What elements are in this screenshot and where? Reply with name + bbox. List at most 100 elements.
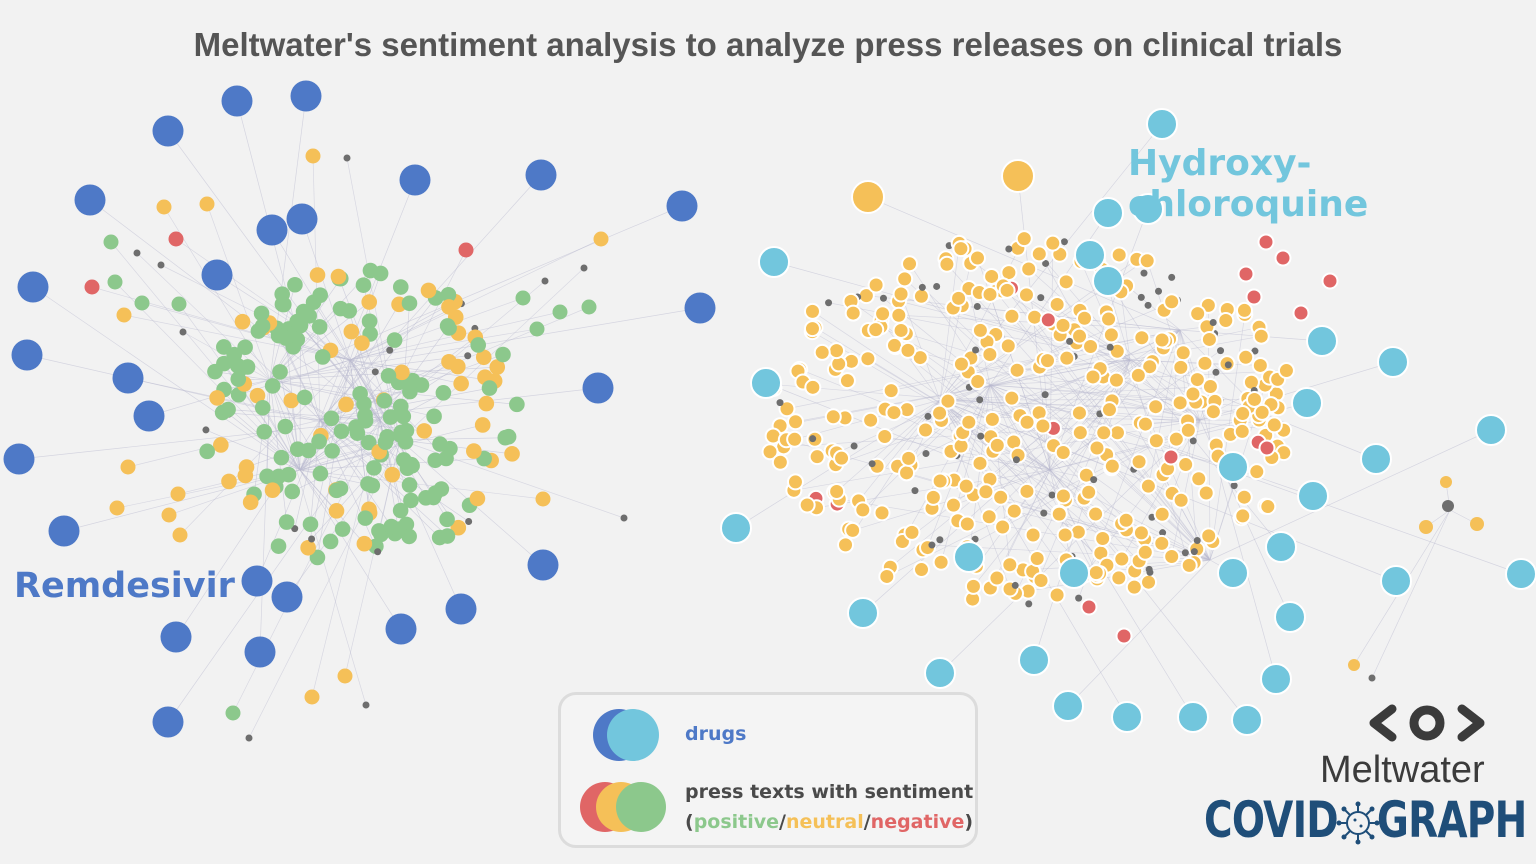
connector-node [825,299,833,307]
graph-edge [880,320,941,401]
graph-edge [136,252,271,381]
graph-edge [900,293,941,401]
connector-node [1251,347,1259,355]
hcq-drug-node [1306,325,1338,357]
remdesivir-drug-node [684,292,716,324]
positive-press-node [390,521,407,537]
graph-edge [939,243,960,401]
neutral-press-node [441,299,457,315]
positive-press-node [427,485,444,501]
neutral-press-node [900,449,918,467]
positive-press-node [259,468,275,485]
neutral-press-node [874,305,892,323]
neutral-press-node [1196,354,1214,372]
graph-edge [835,359,1131,465]
positive-press-node [392,427,409,443]
hcq-drug-node [847,597,879,629]
neutral-press-node [1470,517,1484,531]
positive-press-node [362,262,379,279]
neutral-press-node [898,464,916,482]
neutral-press-node [1024,526,1042,544]
connector-node [1025,600,1033,608]
connector-node [1181,549,1189,557]
positive-press-node [515,290,531,306]
positive-press-node [360,434,377,451]
positive-press-node [278,330,294,346]
positive-press-node [497,429,514,446]
neutral-press-node [116,307,132,323]
neutral-press-node [305,148,321,164]
hcq-drug-node [1297,480,1329,512]
neutral-press-node [1005,502,1023,520]
hcq-drug-node [1052,690,1084,722]
positive-press-node [220,401,236,418]
positive-press-node [435,385,452,401]
negative-press-node [168,231,184,247]
neutral-press-node [804,378,822,396]
remdesivir-drug-node [582,372,614,404]
graph-edge [319,419,379,552]
connector-node [1193,536,1201,544]
positive-press-node [273,449,290,466]
brand-company-name: Meltwater [1320,749,1485,791]
connector-node [1230,482,1238,490]
neutral-press-node [1034,417,1052,435]
hcq-drug-node [720,512,752,544]
positive-press-node [439,318,456,334]
neutral-press-node [1204,403,1222,421]
remdesivir-drug-node [290,80,322,112]
neutral-press-node [1184,385,1202,403]
connector-node [976,396,984,404]
neutral-press-node [535,491,551,507]
neutral-press-node [1095,424,1113,442]
connector-node [973,303,981,311]
graph-edge [18,419,381,460]
neutral-press-node [1253,403,1271,421]
connector-node [1012,456,1020,464]
graph-edge [890,329,1181,568]
graph-edge [839,498,1211,561]
graph-edge [1011,287,1211,561]
negative-press-node [1321,272,1339,290]
neutral-press-node [1136,415,1154,433]
positive-press-node [225,705,241,721]
graph-edge [890,410,1211,561]
neutral-press-node [859,350,877,368]
neutral-press-node [931,472,949,490]
graph-edge [1148,329,1181,487]
neutral-press-node [1141,358,1159,376]
neutral-press-node [1094,529,1112,547]
graph-edge [939,350,1118,401]
neutral-press-node [1056,526,1074,544]
neutral-press-node [450,358,466,375]
connector-node [202,426,210,434]
graph-edge [228,409,381,421]
neutral-press-node [264,482,281,499]
neutral-press-node [1140,573,1158,591]
neutral-press-node [903,523,921,541]
neutral-press-node [1102,326,1120,344]
neutral-press-node [1110,246,1128,264]
hcq-drug-node [1177,701,1209,733]
positive-press-node [333,423,350,440]
graph-edge [319,419,448,537]
graph-edge [977,306,1201,421]
positive-press-node [357,510,374,526]
remdesivir-drug-node [112,362,144,394]
graph-edge [32,286,301,471]
remdesivir-drug-node [286,203,318,235]
graph-edge [299,392,444,471]
legend-open-paren: ( [685,811,694,833]
neutral-press-node [1032,572,1050,590]
neutral-press-node [787,413,805,431]
neutral-press-node [1080,483,1098,501]
graph-edge [319,419,392,527]
neutral-press-node [1133,329,1151,347]
connector-node [133,249,141,257]
graph-edge [299,469,402,630]
neutral-press-node [988,436,1006,454]
negative-press-node [1080,598,1098,616]
neutral-press-node [1003,307,1021,325]
connector-node [245,734,253,742]
